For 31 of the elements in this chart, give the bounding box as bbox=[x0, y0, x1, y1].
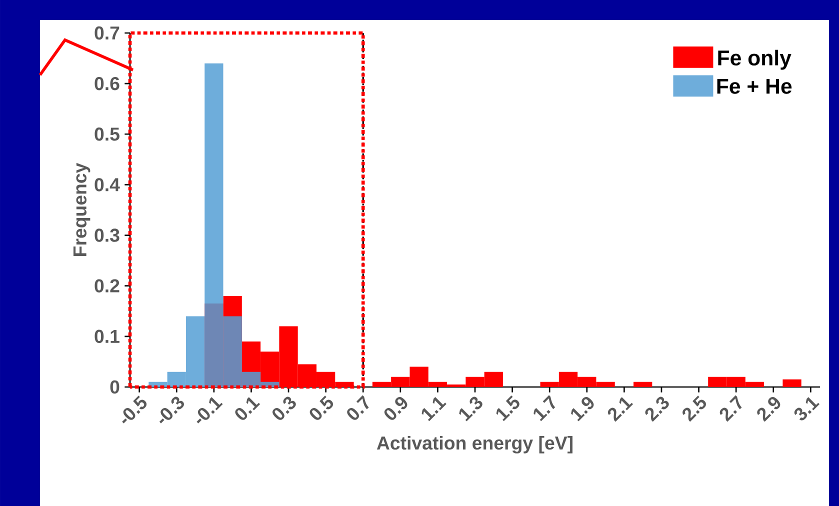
x-tick-label: -0.3 bbox=[159, 396, 184, 424]
y-tick-label: 0 bbox=[110, 380, 120, 394]
x-tick-label: 1.3 bbox=[459, 396, 482, 422]
x-tick-label: 1.7 bbox=[534, 395, 556, 422]
x-tick-label: 3.1 bbox=[794, 397, 820, 420]
x-tick-label: 2.1 bbox=[608, 397, 634, 422]
x-tick-label: 2.5 bbox=[682, 396, 706, 422]
y-tick-label: 0.3 bbox=[94, 228, 120, 242]
x-tick-label: 0.9 bbox=[384, 396, 408, 420]
y-tick-label: 0.4 bbox=[94, 178, 120, 192]
x-tick-label: 0.1 bbox=[235, 397, 260, 420]
x-tick-label: -0.1 bbox=[196, 397, 223, 424]
x-tick-label: -0.5 bbox=[122, 396, 147, 424]
y-tick-label: 0.6 bbox=[94, 76, 120, 90]
x-tick-label: 2.3 bbox=[645, 396, 669, 422]
x-tick-label: 2.7 bbox=[720, 395, 742, 422]
x-tick-label: 0.5 bbox=[310, 396, 334, 420]
x-tick-label: 1.9 bbox=[571, 396, 594, 422]
x-axis-title: Activation energy [eV] bbox=[376, 436, 572, 454]
y-tick-label: 0.2 bbox=[94, 279, 120, 292]
y-tick-label: 0.1 bbox=[94, 330, 120, 344]
x-tick-label: 1.5 bbox=[496, 395, 520, 422]
x-tick-label: 0.7 bbox=[347, 395, 369, 420]
x-tick-label: 0.3 bbox=[272, 396, 296, 420]
legend-label: Fe only bbox=[718, 50, 792, 70]
x-tick-label: 2.9 bbox=[757, 396, 780, 422]
y-tick-label: 0.5 bbox=[94, 128, 120, 141]
y-axis-title: Frequency bbox=[73, 162, 90, 256]
y-tick-label: 0.7 bbox=[94, 26, 120, 40]
legend-label: Fe + He bbox=[717, 78, 792, 94]
x-tick-label: 1.1 bbox=[422, 397, 446, 422]
